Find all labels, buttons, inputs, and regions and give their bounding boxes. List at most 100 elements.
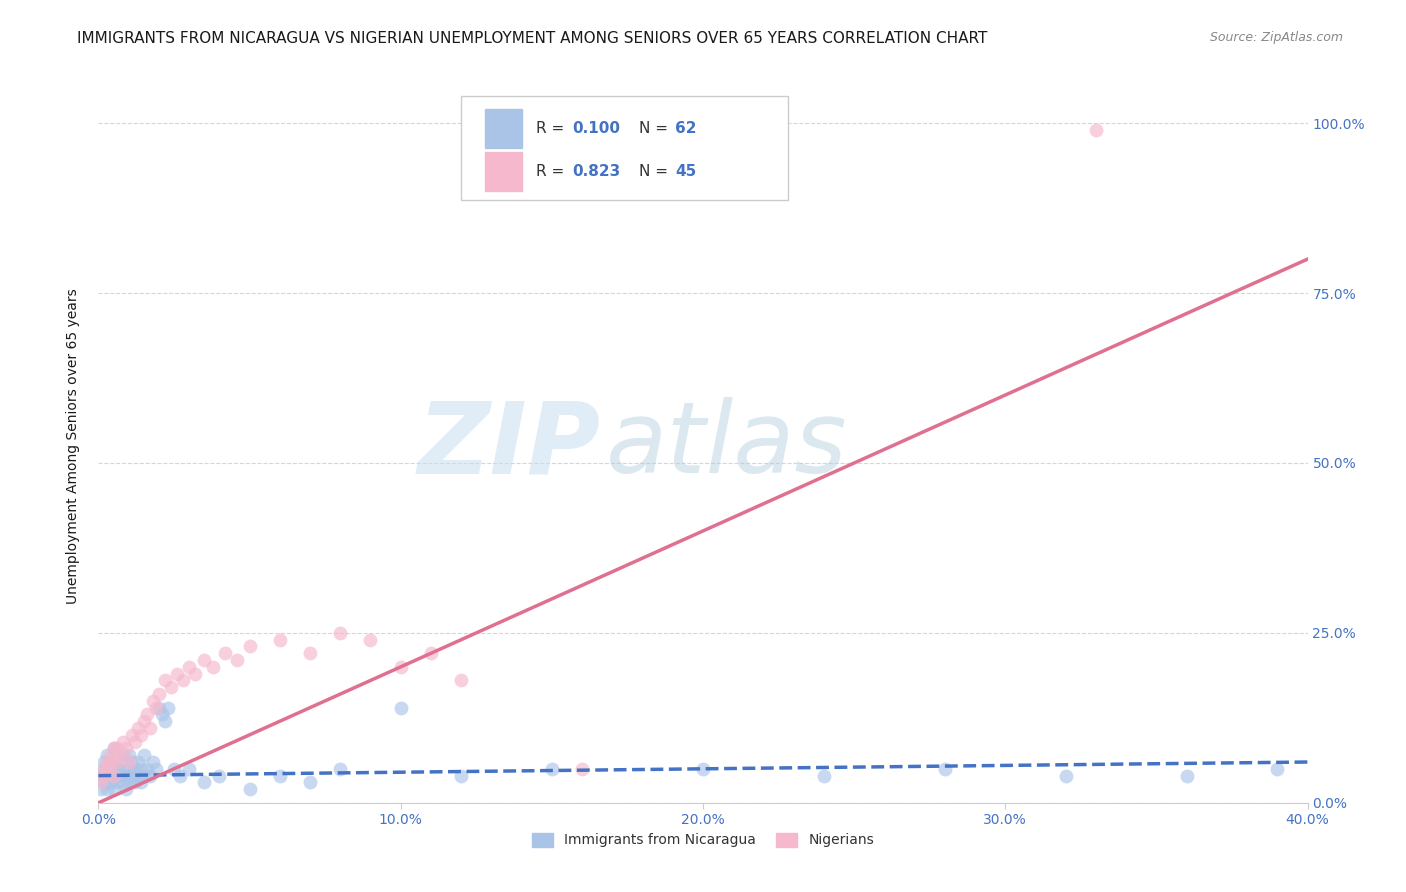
Point xyxy=(93,762,115,776)
Point xyxy=(1085,123,1108,137)
Point xyxy=(103,769,125,783)
Point xyxy=(121,769,143,783)
Point xyxy=(193,775,215,789)
Point xyxy=(193,653,215,667)
Point xyxy=(132,748,155,763)
Point xyxy=(105,741,128,756)
Point xyxy=(389,660,412,674)
Point xyxy=(114,769,136,783)
Point xyxy=(93,755,115,769)
Point xyxy=(145,700,167,714)
Point xyxy=(111,775,134,789)
Point xyxy=(111,748,134,763)
Point xyxy=(127,755,149,769)
Point xyxy=(202,660,225,674)
Point xyxy=(299,646,322,660)
Point xyxy=(329,626,352,640)
Point xyxy=(124,734,146,748)
Point xyxy=(96,755,118,769)
Point xyxy=(105,755,128,769)
Point xyxy=(239,640,262,654)
Point xyxy=(90,782,112,797)
Point xyxy=(450,673,472,688)
Point xyxy=(239,782,262,797)
Point xyxy=(160,680,183,694)
Point xyxy=(226,653,249,667)
Point xyxy=(148,687,170,701)
Point xyxy=(93,762,115,776)
Point xyxy=(179,762,201,776)
Point xyxy=(934,762,956,776)
Point xyxy=(156,700,179,714)
Point xyxy=(108,748,131,763)
Point xyxy=(96,762,118,776)
Point xyxy=(540,762,562,776)
Text: 62: 62 xyxy=(675,121,697,136)
Point xyxy=(100,775,122,789)
Point xyxy=(813,769,835,783)
Point xyxy=(103,741,125,756)
Text: 45: 45 xyxy=(675,164,696,178)
Point xyxy=(127,721,149,735)
Point xyxy=(1175,769,1198,783)
Point xyxy=(100,748,122,763)
Point xyxy=(360,632,382,647)
Point xyxy=(111,734,134,748)
Point xyxy=(93,775,115,789)
Point xyxy=(172,673,194,688)
Text: 0.100: 0.100 xyxy=(572,121,620,136)
Text: Source: ZipAtlas.com: Source: ZipAtlas.com xyxy=(1209,31,1343,45)
Point xyxy=(148,700,170,714)
Point xyxy=(450,769,472,783)
Point xyxy=(96,769,118,783)
Point xyxy=(90,769,112,783)
Point xyxy=(571,762,593,776)
Point xyxy=(105,775,128,789)
Point xyxy=(124,762,146,776)
Point xyxy=(135,707,157,722)
Point xyxy=(1054,769,1077,783)
Point xyxy=(127,769,149,783)
Text: N =: N = xyxy=(638,164,673,178)
Point xyxy=(121,755,143,769)
FancyBboxPatch shape xyxy=(485,152,522,191)
Text: R =: R = xyxy=(536,164,569,178)
Point xyxy=(118,762,141,776)
Point xyxy=(103,741,125,756)
Point xyxy=(121,728,143,742)
Point xyxy=(184,666,207,681)
Point xyxy=(269,632,291,647)
Text: IMMIGRANTS FROM NICARAGUA VS NIGERIAN UNEMPLOYMENT AMONG SENIORS OVER 65 YEARS C: IMMIGRANTS FROM NICARAGUA VS NIGERIAN UN… xyxy=(77,31,987,46)
Legend: Immigrants from Nicaragua, Nigerians: Immigrants from Nicaragua, Nigerians xyxy=(526,827,880,853)
Y-axis label: Unemployment Among Seniors over 65 years: Unemployment Among Seniors over 65 years xyxy=(66,288,80,604)
Point xyxy=(142,755,165,769)
Point xyxy=(329,762,352,776)
Point xyxy=(214,646,236,660)
Text: atlas: atlas xyxy=(606,398,848,494)
Point xyxy=(129,728,152,742)
Text: ZIP: ZIP xyxy=(418,398,600,494)
Point xyxy=(100,755,122,769)
Point xyxy=(299,775,322,789)
Point xyxy=(105,762,128,776)
FancyBboxPatch shape xyxy=(485,109,522,148)
Point xyxy=(114,741,136,756)
Point xyxy=(108,755,131,769)
Point xyxy=(129,762,152,776)
Point xyxy=(420,646,443,660)
Point xyxy=(132,714,155,729)
Point xyxy=(692,762,714,776)
Point xyxy=(108,769,131,783)
Point xyxy=(153,714,176,729)
Point xyxy=(124,775,146,789)
Point xyxy=(139,721,162,735)
Point xyxy=(179,660,201,674)
Point xyxy=(100,762,122,776)
Point xyxy=(114,782,136,797)
Point xyxy=(118,748,141,763)
Text: R =: R = xyxy=(536,121,569,136)
Point xyxy=(132,769,155,783)
Point xyxy=(118,775,141,789)
Point xyxy=(269,769,291,783)
Point xyxy=(208,769,231,783)
